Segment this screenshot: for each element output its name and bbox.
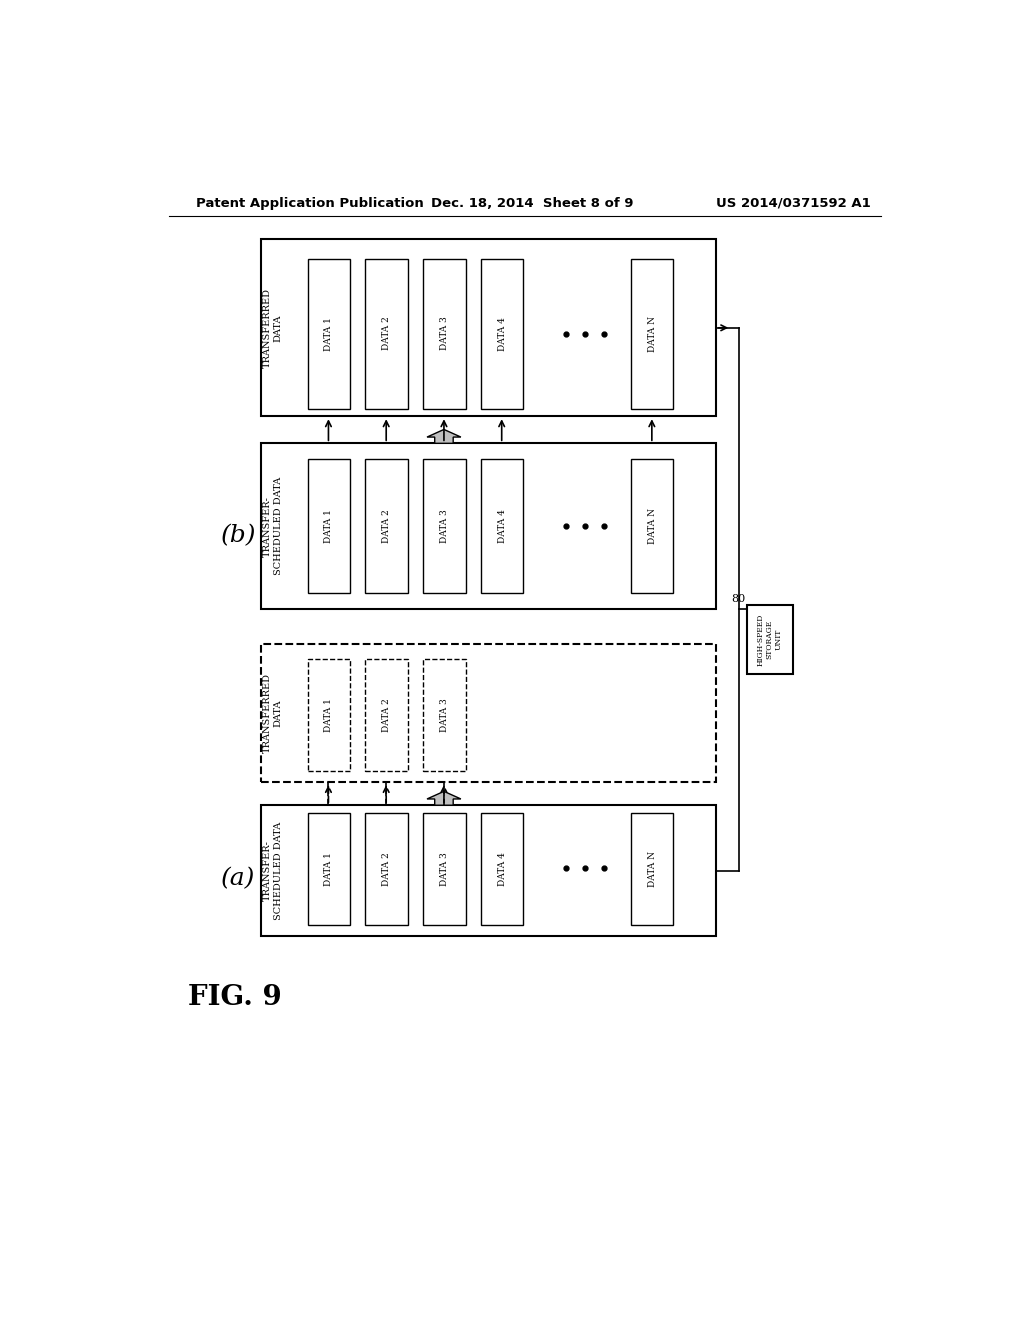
FancyBboxPatch shape [631,259,674,409]
FancyBboxPatch shape [423,459,466,594]
FancyBboxPatch shape [261,444,716,609]
FancyBboxPatch shape [423,659,466,771]
Text: TRANSFER-
SCHEDULED DATA: TRANSFER- SCHEDULED DATA [263,477,283,576]
Polygon shape [427,792,461,805]
Text: US 2014/0371592 A1: US 2014/0371592 A1 [716,197,870,210]
FancyBboxPatch shape [307,813,350,924]
FancyBboxPatch shape [366,813,408,924]
Text: HIGH-SPEED
STORAGE
UNIT: HIGH-SPEED STORAGE UNIT [757,614,783,665]
FancyBboxPatch shape [631,459,674,594]
Text: DATA N: DATA N [648,315,656,351]
Text: DATA 1: DATA 1 [325,698,334,731]
FancyBboxPatch shape [261,644,716,781]
Text: (b): (b) [220,524,256,548]
FancyBboxPatch shape [261,805,716,936]
Text: DATA N: DATA N [648,850,656,887]
FancyBboxPatch shape [423,259,466,409]
Text: DATA N: DATA N [648,508,656,544]
Text: DATA 1: DATA 1 [325,510,334,543]
Text: Patent Application Publication: Patent Application Publication [196,197,424,210]
Text: DATA 3: DATA 3 [440,317,449,350]
Text: DATA 1: DATA 1 [325,851,334,886]
FancyBboxPatch shape [481,459,523,594]
Text: TRANSFERRED
DATA: TRANSFERRED DATA [263,673,283,752]
FancyBboxPatch shape [746,605,793,675]
FancyBboxPatch shape [261,239,716,416]
Polygon shape [427,429,461,444]
Text: 80: 80 [732,594,746,603]
Text: DATA 1: DATA 1 [325,317,334,351]
FancyBboxPatch shape [307,459,350,594]
FancyBboxPatch shape [366,259,408,409]
Text: Dec. 18, 2014  Sheet 8 of 9: Dec. 18, 2014 Sheet 8 of 9 [431,197,634,210]
Text: DATA 4: DATA 4 [498,317,507,351]
Text: DATA 3: DATA 3 [440,851,449,886]
Text: DATA 2: DATA 2 [382,317,391,350]
Text: DATA 4: DATA 4 [498,510,507,543]
FancyBboxPatch shape [423,813,466,924]
FancyBboxPatch shape [307,259,350,409]
FancyBboxPatch shape [481,259,523,409]
Text: FIG. 9: FIG. 9 [188,985,282,1011]
Text: DATA 3: DATA 3 [440,510,449,543]
Text: DATA 3: DATA 3 [440,698,449,731]
FancyBboxPatch shape [366,459,408,594]
Text: DATA 2: DATA 2 [382,698,391,731]
FancyBboxPatch shape [631,813,674,924]
Text: DATA 4: DATA 4 [498,851,507,886]
FancyBboxPatch shape [307,659,350,771]
Text: DATA 2: DATA 2 [382,510,391,543]
Text: (a): (a) [221,867,256,890]
FancyBboxPatch shape [481,813,523,924]
Text: TRANSFER-
SCHEDULED DATA: TRANSFER- SCHEDULED DATA [263,821,283,920]
Text: DATA 2: DATA 2 [382,851,391,886]
Text: TRANSFERRED
DATA: TRANSFERRED DATA [263,288,283,368]
FancyBboxPatch shape [366,659,408,771]
